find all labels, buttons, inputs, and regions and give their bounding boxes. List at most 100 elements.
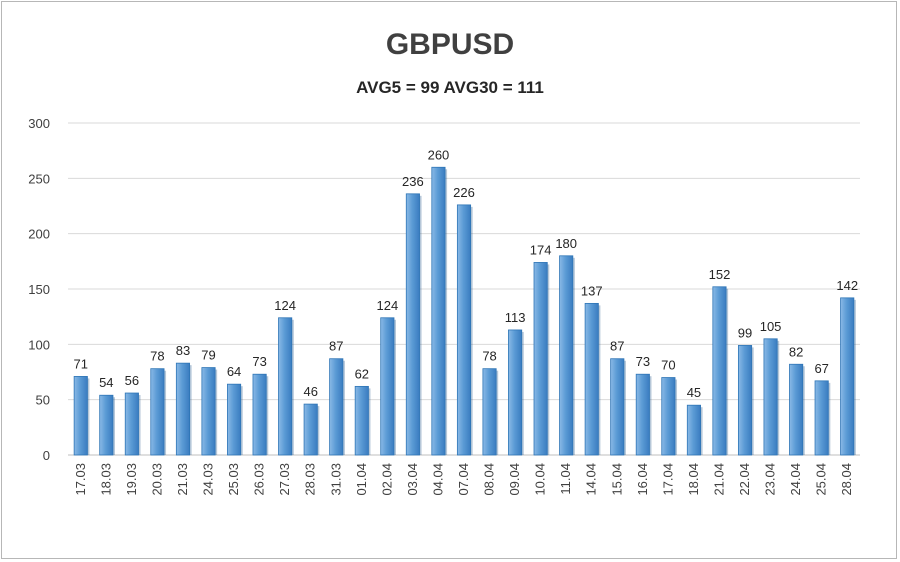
x-tick-label: 21.04 <box>711 463 726 496</box>
chart-title: GBPUSD <box>385 28 515 61</box>
data-label: 45 <box>687 385 701 400</box>
y-tick-label: 50 <box>36 393 50 408</box>
y-tick-label: 150 <box>28 282 50 297</box>
x-tick-label: 17.04 <box>660 463 675 496</box>
x-tick-label: 25.03 <box>226 463 241 496</box>
bar <box>763 338 778 456</box>
data-label: 78 <box>482 349 496 364</box>
x-tick-label: 26.03 <box>252 463 267 496</box>
data-label: 236 <box>402 174 424 189</box>
x-tick-label: 23.04 <box>763 463 778 496</box>
data-label: 99 <box>738 325 752 340</box>
bar <box>559 255 574 456</box>
x-tick-label: 24.04 <box>788 463 803 496</box>
y-tick-label: 300 <box>28 116 50 131</box>
data-label: 70 <box>661 358 675 373</box>
bar <box>175 362 191 456</box>
bar <box>789 363 804 456</box>
data-label: 124 <box>377 298 399 313</box>
x-tick-label: 31.03 <box>328 463 343 496</box>
data-label: 73 <box>252 354 266 369</box>
data-label: 79 <box>201 348 215 363</box>
x-tick-label: 28.03 <box>303 463 318 496</box>
x-tick-label: 28.04 <box>839 463 854 496</box>
bars <box>73 166 856 456</box>
x-tick-label: 24.03 <box>201 463 216 496</box>
bar <box>73 376 88 456</box>
data-label: 124 <box>274 298 296 313</box>
bar <box>380 317 395 456</box>
x-tick-label: 18.03 <box>98 463 113 496</box>
x-tick-label: 07.04 <box>456 463 471 496</box>
x-axis: 17.03 18.03 19.03 20.03 21.03 24.03 25.03 26.03… <box>73 463 854 496</box>
y-tick-label: 250 <box>28 171 50 186</box>
x-tick-label: 02.04 <box>379 463 394 496</box>
data-label: 226 <box>453 185 475 200</box>
bar <box>329 358 344 456</box>
chart-subtitle: AVG5 = 99 AVG30 = 111 <box>356 78 544 97</box>
x-tick-label: 11.04 <box>558 463 573 495</box>
bar <box>278 317 293 456</box>
bar <box>201 367 216 456</box>
data-label: 105 <box>760 319 782 334</box>
bar <box>533 262 548 456</box>
data-label: 73 <box>636 354 650 369</box>
bar <box>303 403 318 456</box>
x-tick-label: 04.04 <box>430 463 445 496</box>
x-tick-label: 19.03 <box>124 463 139 496</box>
bar <box>686 404 701 456</box>
x-tick-label: 17.03 <box>73 463 88 496</box>
bar <box>508 329 523 456</box>
data-label: 174 <box>530 242 552 257</box>
data-label: 142 <box>836 278 858 293</box>
x-tick-label: 18.04 <box>686 463 701 496</box>
data-label: 87 <box>329 339 343 354</box>
bar <box>252 373 267 456</box>
x-tick-label: 25.04 <box>814 463 829 496</box>
x-tick-label: 03.04 <box>405 463 420 496</box>
bar <box>814 380 829 456</box>
bar <box>124 392 139 456</box>
bar <box>584 302 599 456</box>
bar <box>661 377 676 456</box>
data-label: 83 <box>176 343 190 358</box>
x-tick-label: 15.04 <box>609 463 624 496</box>
data-label: 152 <box>709 267 731 282</box>
x-tick-label: 27.03 <box>277 463 292 496</box>
data-label: 56 <box>125 373 139 388</box>
bar <box>150 368 165 456</box>
bar <box>354 385 369 456</box>
data-label: 46 <box>303 384 317 399</box>
data-label: 62 <box>355 366 369 381</box>
y-tick-label: 0 <box>43 448 50 463</box>
data-label: 113 <box>505 310 526 325</box>
bar <box>840 297 855 456</box>
bar <box>431 166 446 456</box>
x-tick-label: 10.04 <box>533 463 548 496</box>
data-label: 260 <box>428 147 450 162</box>
data-label: 71 <box>74 356 88 371</box>
data-label: 67 <box>814 361 828 376</box>
y-axis: 0 50 100 150 200 250 300 <box>28 116 50 463</box>
data-label: 78 <box>150 349 164 364</box>
bar <box>456 204 472 456</box>
bar <box>712 286 727 456</box>
bar <box>405 193 420 456</box>
data-label: 137 <box>581 283 603 298</box>
bar <box>99 394 114 456</box>
data-label: 64 <box>227 364 241 379</box>
bar <box>635 373 650 456</box>
data-label: 180 <box>555 236 577 251</box>
data-label: 82 <box>789 344 803 359</box>
x-tick-label: 20.03 <box>149 463 164 496</box>
x-tick-label: 09.04 <box>507 463 522 496</box>
data-labels: 71 54 56 78 83 79 64 73 124 46 87 62 124 236 260 226 78 1… <box>74 147 859 400</box>
x-tick-label: 21.03 <box>175 463 190 496</box>
x-tick-label: 14.04 <box>584 463 599 496</box>
bar <box>737 345 753 456</box>
bar <box>227 383 242 456</box>
data-label: 87 <box>610 339 624 354</box>
x-tick-label: 01.04 <box>354 463 369 496</box>
